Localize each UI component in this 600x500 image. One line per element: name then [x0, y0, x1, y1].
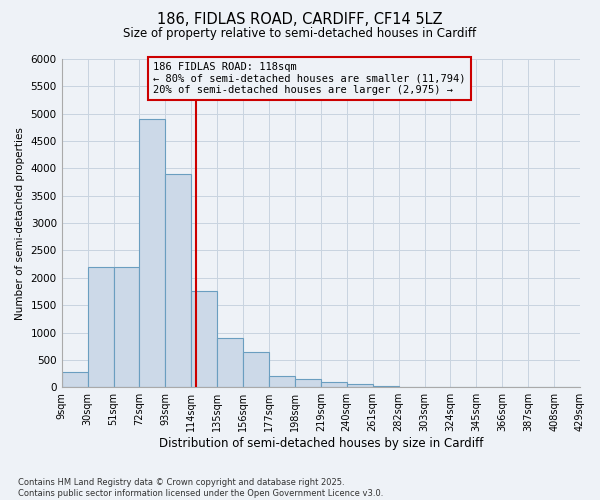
- Bar: [398, 386, 424, 387]
- Bar: [217, 338, 243, 387]
- Bar: [295, 379, 321, 387]
- Text: 186, FIDLAS ROAD, CARDIFF, CF14 5LZ: 186, FIDLAS ROAD, CARDIFF, CF14 5LZ: [157, 12, 443, 28]
- Y-axis label: Number of semi-detached properties: Number of semi-detached properties: [15, 126, 25, 320]
- Bar: [166, 174, 191, 387]
- Bar: [269, 376, 295, 387]
- Text: Size of property relative to semi-detached houses in Cardiff: Size of property relative to semi-detach…: [124, 28, 476, 40]
- Bar: [243, 352, 269, 387]
- Text: 186 FIDLAS ROAD: 118sqm
← 80% of semi-detached houses are smaller (11,794)
20% o: 186 FIDLAS ROAD: 118sqm ← 80% of semi-de…: [153, 62, 466, 95]
- Bar: [191, 292, 217, 387]
- Bar: [321, 382, 347, 387]
- Bar: [62, 372, 88, 387]
- Bar: [113, 267, 139, 387]
- Text: Contains HM Land Registry data © Crown copyright and database right 2025.
Contai: Contains HM Land Registry data © Crown c…: [18, 478, 383, 498]
- Bar: [139, 119, 166, 387]
- Bar: [373, 386, 398, 387]
- X-axis label: Distribution of semi-detached houses by size in Cardiff: Distribution of semi-detached houses by …: [158, 437, 483, 450]
- Bar: [347, 384, 373, 387]
- Bar: [88, 267, 113, 387]
